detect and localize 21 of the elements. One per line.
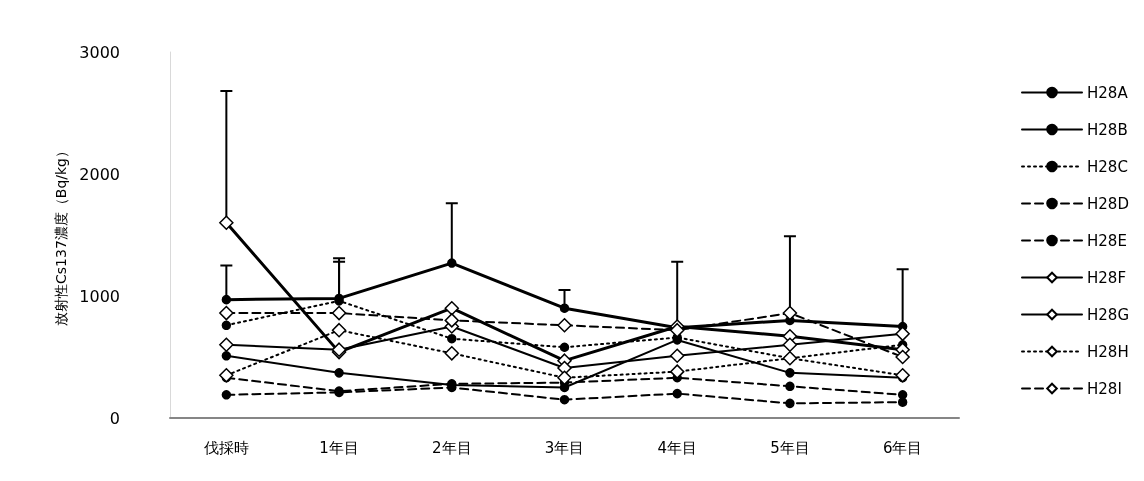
legend-label: H28B <box>1087 120 1128 139</box>
y-tick-label: 1000 <box>79 286 120 306</box>
x-tick-label: 5年目 <box>770 438 810 457</box>
y-tick-label: 2000 <box>79 164 120 184</box>
x-tick-label: 1年目 <box>319 438 359 457</box>
y-axis-title: 放射性Cs137濃度（Bq/kg） <box>53 144 70 326</box>
y-tick-label: 0 <box>109 408 120 428</box>
legend-label: H28F <box>1087 268 1127 287</box>
legend-label: H28A <box>1087 83 1129 102</box>
x-tick-label: 2年目 <box>432 438 472 457</box>
x-tick-label: 4年目 <box>657 438 697 457</box>
legend-label: H28I <box>1087 379 1122 398</box>
x-tick-label: 3年目 <box>544 438 585 457</box>
y-tick-label: 3000 <box>79 42 120 62</box>
legend-label: H28D <box>1087 194 1129 213</box>
x-tick-label: 6年目 <box>882 438 923 457</box>
x-tick-label: 伐採時 <box>203 438 249 457</box>
legend-label: H28E <box>1087 231 1127 250</box>
legend-label: H28H <box>1087 342 1129 361</box>
legend-label: H28C <box>1087 157 1128 176</box>
legend-label: H28G <box>1087 305 1130 324</box>
